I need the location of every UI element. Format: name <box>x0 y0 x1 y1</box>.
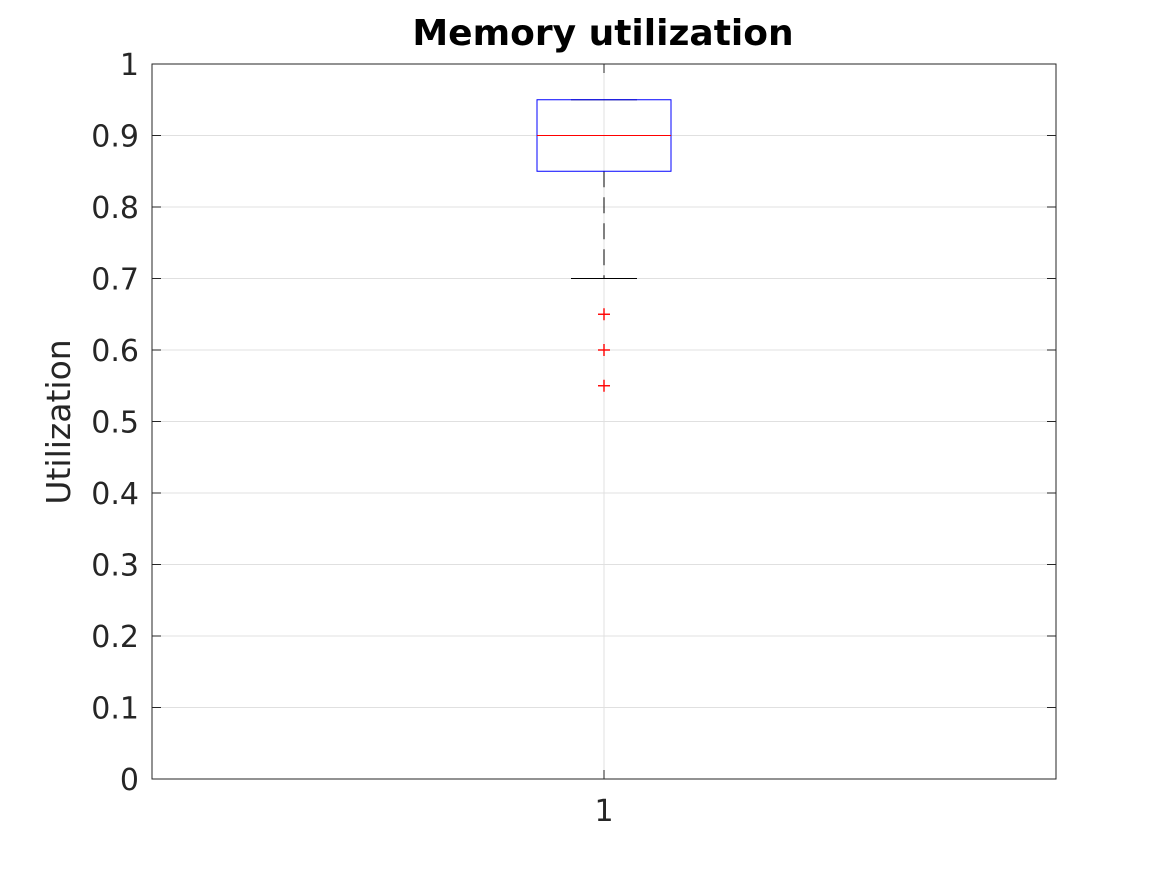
y-tick-label: 0.9 <box>91 120 139 155</box>
y-tick-label: 0.3 <box>91 549 139 584</box>
y-axis-label: Utilization <box>39 339 78 504</box>
y-tick-label: 0.4 <box>91 477 139 512</box>
y-tick-label: 0.6 <box>91 334 139 369</box>
x-tick-label: 1 <box>594 794 613 829</box>
y-tick-label: 0.2 <box>91 620 139 655</box>
axis-ticks: 0 0.1 0.2 0.3 0.4 0.5 0.6 0.7 0.8 0.9 1 1 <box>91 48 1056 829</box>
y-tick-label: 0 <box>120 763 139 798</box>
y-tick-label: 1 <box>120 48 139 83</box>
chart-title: Memory utilization <box>412 13 793 54</box>
y-tick-label: 0.7 <box>91 263 139 298</box>
plot-area-frame <box>151 63 1057 780</box>
y-tick-label: 0.5 <box>91 406 139 441</box>
y-tick-label: 0.8 <box>91 191 139 226</box>
outlier-marker <box>598 308 610 321</box>
outlier-marker <box>598 379 610 392</box>
plot-data <box>536 99 672 392</box>
outlier-marker <box>598 344 610 356</box>
y-tick-label: 0.1 <box>91 692 139 727</box>
